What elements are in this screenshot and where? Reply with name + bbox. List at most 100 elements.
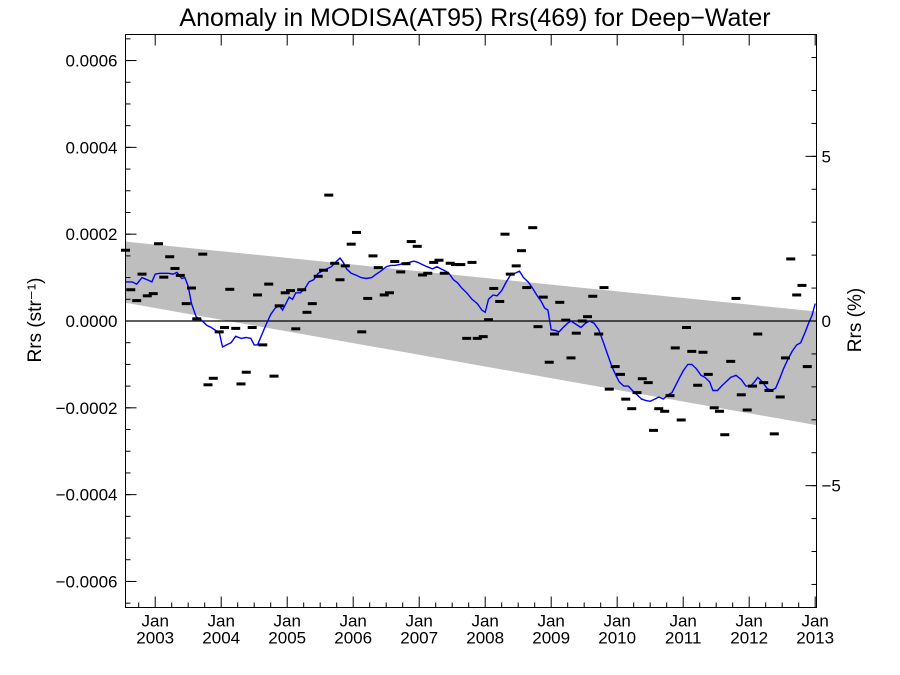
data-marker-28 [274, 304, 284, 308]
data-marker-35 [313, 274, 323, 278]
data-marker-118 [769, 432, 779, 436]
data-marker-18 [219, 326, 229, 330]
x-tick-year-3: 2006 [334, 629, 372, 648]
chart-title: Anomaly in MODISA(AT95) Rrs(469) for Dee… [179, 4, 770, 32]
data-marker-45 [368, 254, 378, 258]
data-marker-16 [208, 376, 218, 380]
data-marker-74 [528, 226, 538, 230]
data-marker-94 [637, 377, 647, 381]
data-marker-62 [462, 336, 472, 340]
data-marker-61 [456, 263, 466, 267]
data-marker-110 [726, 359, 736, 363]
data-marker-117 [764, 388, 774, 392]
uncertainty-band-layer [125, 241, 817, 426]
data-marker-116 [759, 381, 769, 385]
data-marker-19 [225, 287, 235, 291]
x-tick-month-5: Jan [471, 612, 498, 631]
data-marker-111 [731, 296, 741, 300]
data-marker-37 [324, 193, 334, 197]
data-marker-99 [665, 394, 675, 398]
data-marker-100 [670, 346, 680, 350]
data-marker-89 [610, 365, 620, 369]
data-marker-2 [132, 299, 142, 303]
data-marker-75 [533, 325, 543, 329]
data-marker-60 [450, 263, 460, 267]
data-marker-15 [203, 383, 213, 387]
data-marker-120 [780, 356, 790, 360]
data-marker-82 [571, 331, 581, 335]
data-marker-68 [495, 299, 505, 303]
y-axis-label-right: Rrs (%) [845, 288, 866, 352]
data-marker-83 [577, 319, 587, 323]
data-marker-52 [406, 240, 416, 244]
data-marker-66 [483, 318, 493, 322]
monthly-marker-layer [121, 193, 812, 437]
data-marker-57 [434, 258, 444, 262]
data-marker-71 [511, 264, 521, 268]
data-marker-105 [698, 350, 708, 354]
data-marker-63 [467, 260, 477, 264]
y-right-tick-label-0: 5 [822, 147, 831, 166]
data-marker-88 [604, 387, 614, 391]
y-left-tick-label-2: 0.0002 [66, 225, 118, 244]
data-marker-51 [401, 262, 411, 266]
x-tick-year-5: 2008 [466, 629, 504, 648]
y-right-tick-label-2: −5 [822, 477, 841, 496]
data-marker-78 [549, 332, 559, 336]
data-marker-34 [307, 302, 317, 306]
data-marker-123 [797, 283, 807, 287]
x-tick-month-10: Jan [801, 612, 828, 631]
y-left-tick-label-5: −0.0004 [56, 486, 118, 505]
data-marker-96 [648, 428, 658, 432]
data-marker-36 [318, 268, 328, 272]
data-marker-13 [192, 317, 202, 321]
data-marker-95 [643, 381, 653, 385]
data-marker-112 [736, 393, 746, 397]
data-marker-25 [258, 343, 268, 347]
data-marker-92 [627, 407, 637, 411]
data-marker-107 [709, 406, 719, 410]
x-tick-month-0: Jan [141, 612, 168, 631]
data-marker-49 [390, 260, 400, 264]
data-marker-70 [505, 272, 515, 276]
data-marker-42 [351, 230, 361, 234]
running-mean-layer [125, 257, 816, 403]
data-marker-54 [417, 273, 427, 277]
x-tick-month-7: Jan [603, 612, 630, 631]
x-tick-month-1: Jan [207, 612, 234, 631]
data-marker-56 [429, 260, 439, 264]
x-tick-month-8: Jan [669, 612, 696, 631]
data-marker-98 [660, 409, 670, 413]
data-marker-46 [373, 266, 383, 270]
data-marker-33 [302, 310, 312, 314]
data-marker-97 [654, 407, 664, 411]
data-marker-39 [335, 278, 345, 282]
data-marker-79 [555, 300, 565, 304]
data-marker-55 [423, 271, 433, 275]
x-tick-year-9: 2012 [730, 629, 768, 648]
data-marker-72 [516, 249, 526, 253]
data-marker-58 [439, 271, 449, 275]
data-marker-23 [247, 326, 257, 330]
x-tick-month-3: Jan [339, 612, 366, 631]
data-marker-124 [802, 365, 812, 369]
x-tick-year-7: 2010 [598, 629, 636, 648]
data-marker-53 [412, 244, 422, 248]
data-marker-81 [566, 356, 576, 360]
data-marker-84 [582, 315, 592, 319]
x-tick-year-10: 2013 [796, 629, 834, 648]
data-marker-32 [297, 288, 307, 292]
data-marker-14 [198, 252, 208, 256]
data-marker-3 [137, 272, 147, 276]
data-marker-5 [148, 292, 158, 296]
data-marker-104 [693, 383, 703, 387]
running-mean-line [125, 257, 816, 403]
data-marker-38 [330, 261, 340, 265]
data-marker-121 [786, 257, 796, 261]
data-marker-27 [269, 374, 279, 378]
data-marker-86 [594, 332, 604, 336]
data-marker-102 [681, 326, 691, 330]
data-marker-115 [753, 332, 763, 336]
data-marker-22 [241, 370, 251, 374]
